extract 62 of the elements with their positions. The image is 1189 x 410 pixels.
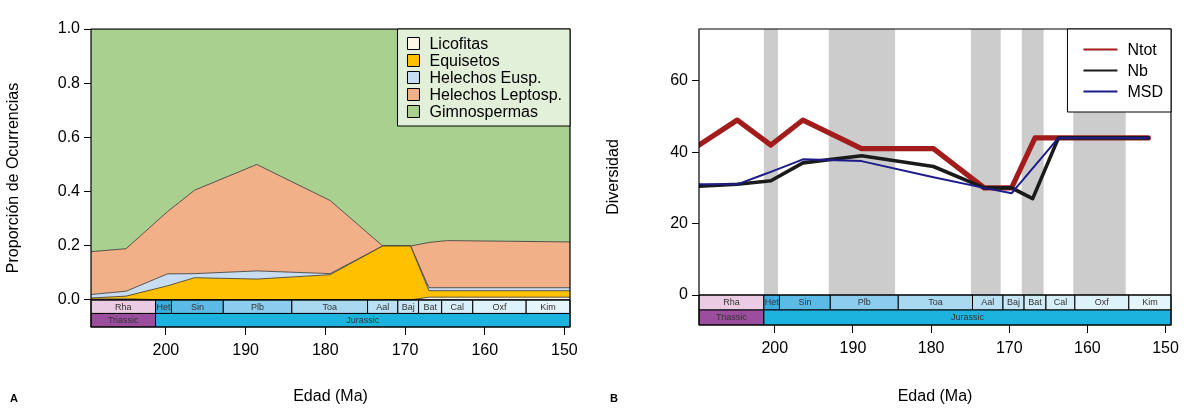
x-tick-label: 160: [1074, 339, 1101, 357]
band-label: Aal: [376, 301, 390, 312]
y-tick-label: 40: [670, 142, 689, 160]
band-label: Plb: [857, 297, 871, 308]
y-tick-label: 0.0: [57, 290, 81, 308]
band-label: Rha: [115, 301, 132, 312]
x-tick-label: 150: [1152, 339, 1179, 357]
band-label: Sin: [190, 301, 204, 312]
x-tick-label: 190: [839, 339, 867, 357]
band-label: Bat: [423, 301, 438, 312]
band-label: Het: [156, 301, 172, 312]
band-label: Jurassic: [346, 315, 380, 326]
band-label: Plb: [251, 301, 265, 312]
legend-label: Helechos Leptosp.: [429, 85, 562, 103]
text: B: [610, 392, 618, 404]
band-label: Jurassic: [950, 312, 985, 323]
x-tick-label: 200: [152, 341, 180, 359]
y-axis-title: Proporción de Ocurrencias: [4, 82, 22, 274]
legend-label: Gimnospermas: [429, 102, 538, 120]
legend-label: Equisetos: [429, 51, 500, 69]
x-tick-label: 170: [995, 339, 1023, 357]
band-label: Sin: [798, 297, 812, 308]
band-label: Triassic: [107, 315, 140, 326]
y-tick-label: 0.6: [57, 127, 81, 145]
x-tick-label: 150: [551, 341, 578, 359]
band-label: Baj: [1007, 297, 1021, 308]
band-label: Rha: [723, 297, 740, 308]
legend-label: Nb: [1127, 61, 1148, 79]
x-tick-label: 190: [232, 341, 260, 359]
y-tick-label: 0.4: [57, 181, 81, 199]
band-label: Cal: [450, 301, 464, 312]
band-label: Toa: [928, 297, 943, 308]
band-label: Kim: [1142, 297, 1158, 308]
legend-label: MSD: [1127, 82, 1164, 100]
band-label: Oxf: [1094, 297, 1110, 308]
x-axis-title: Edad (Ma): [897, 386, 973, 404]
x-tick-label: 180: [311, 341, 339, 359]
y-axis-title: Diversidad: [604, 139, 622, 215]
legend-label: Helechos Eusp.: [429, 68, 542, 86]
y-tick-label: 0.8: [57, 73, 81, 91]
x-tick-label: 170: [391, 341, 419, 359]
x-tick-label: 200: [761, 339, 789, 357]
band-label: Cal: [1053, 297, 1068, 308]
legend-label: Ntot: [1127, 40, 1158, 58]
band-label: Het: [764, 297, 780, 308]
band-label: Oxf: [492, 301, 507, 312]
y-tick-label: 60: [670, 71, 689, 89]
band-label: Triassic: [716, 312, 748, 323]
x-tick-label: 180: [917, 339, 945, 357]
band-label: Baj: [401, 301, 415, 312]
legend-label: Licofitas: [429, 34, 489, 52]
x-tick-label: 160: [471, 341, 499, 359]
band-label: Kim: [540, 301, 556, 312]
text: A: [10, 392, 18, 404]
band-label: Aal: [981, 297, 995, 308]
band-label: Bat: [1028, 297, 1043, 308]
band-label: Toa: [322, 301, 337, 312]
y-tick-label: 0.2: [57, 236, 81, 254]
y-tick-label: 20: [670, 214, 689, 231]
y-tick-label: 0: [679, 285, 689, 303]
x-axis-title: Edad (Ma): [293, 386, 368, 404]
y-tick-label: 1.0: [57, 19, 81, 37]
